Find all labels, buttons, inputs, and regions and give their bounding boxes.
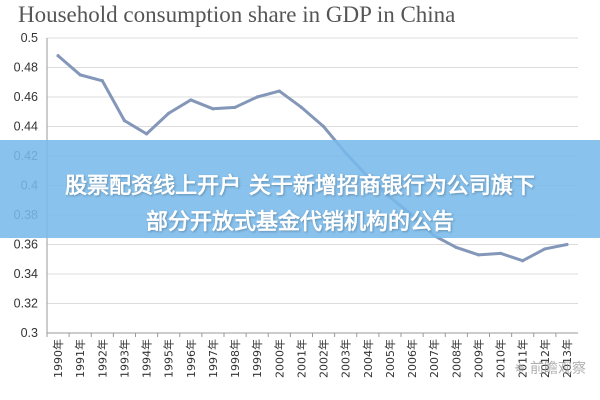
data-point — [211, 107, 215, 111]
x-tick-label: 1999年 — [250, 339, 264, 378]
data-point — [255, 95, 259, 99]
x-tick-label: 2002年 — [317, 339, 331, 378]
chat-bubble-icon: ✵ — [513, 361, 526, 377]
x-tick-label: 1990年 — [51, 339, 65, 378]
y-tick-label: 0.34 — [14, 267, 38, 281]
data-point — [167, 111, 171, 115]
data-point — [476, 253, 481, 257]
data-point — [543, 247, 547, 251]
promo-banner-line-1[interactable]: 股票配资线上开户 关于新增招商银行为公司旗下 — [65, 174, 535, 199]
data-point — [299, 105, 304, 109]
x-tick-label: 1992年 — [95, 339, 109, 378]
y-tick-label: 0.48 — [14, 61, 38, 75]
x-tick-label: 1994年 — [140, 339, 154, 378]
x-tick-label: 2006年 — [405, 339, 419, 378]
data-point — [565, 242, 569, 247]
x-tick-label: 1997年 — [206, 339, 220, 378]
watermark-text: 前瞻观察 — [530, 361, 586, 377]
x-tick-label: 1993年 — [117, 339, 131, 378]
data-point — [56, 54, 60, 58]
x-tick-label: 2003年 — [339, 339, 353, 378]
chart-title: Household consumption share in GDP in Ch… — [18, 2, 456, 27]
x-tick-label: 1998年 — [228, 339, 242, 378]
x-tick-label: 2005年 — [383, 339, 397, 378]
x-tick-label: 2007年 — [427, 339, 441, 378]
y-tick-label: 0.3 — [21, 326, 38, 340]
data-point — [233, 105, 237, 109]
y-tick-label: 0.5 — [21, 31, 38, 45]
x-tick-label: 2008年 — [449, 339, 463, 378]
data-point — [521, 259, 525, 263]
x-tick-label: 2013年 — [560, 339, 574, 378]
x-tick-label: 1991年 — [73, 339, 87, 378]
data-point — [122, 119, 127, 123]
data-point — [498, 251, 503, 255]
x-tick-label: 1995年 — [162, 339, 176, 378]
y-tick-label: 0.32 — [14, 297, 38, 311]
x-tick-label: 2010年 — [494, 339, 508, 378]
data-point — [100, 79, 104, 83]
x-tick-label: 2011年 — [516, 339, 530, 378]
data-point — [321, 124, 326, 129]
series-line — [56, 54, 569, 263]
watermark: ✵ 前瞻观察 — [514, 358, 586, 378]
data-point — [78, 73, 82, 77]
data-point — [454, 245, 458, 250]
y-tick-label: 0.36 — [14, 238, 38, 252]
data-point — [189, 98, 193, 102]
data-point — [144, 132, 149, 136]
x-tick-label: 2009年 — [471, 339, 485, 378]
x-tick-label: 2004年 — [361, 339, 375, 378]
promo-banner[interactable]: 股票配资线上开户 关于新增招商银行为公司旗下 部分开放式基金代销机构的公告 — [0, 140, 600, 238]
y-tick-label: 0.44 — [14, 120, 38, 134]
data-point — [277, 89, 281, 93]
x-tick-label: 2012年 — [538, 339, 552, 378]
x-tick-label: 2001年 — [294, 339, 308, 378]
promo-banner-line-2[interactable]: 部分开放式基金代销机构的公告 — [145, 210, 454, 235]
y-tick-label: 0.46 — [14, 90, 38, 104]
x-tick-label: 1996年 — [184, 339, 198, 378]
x-tick-label: 2000年 — [272, 339, 286, 378]
